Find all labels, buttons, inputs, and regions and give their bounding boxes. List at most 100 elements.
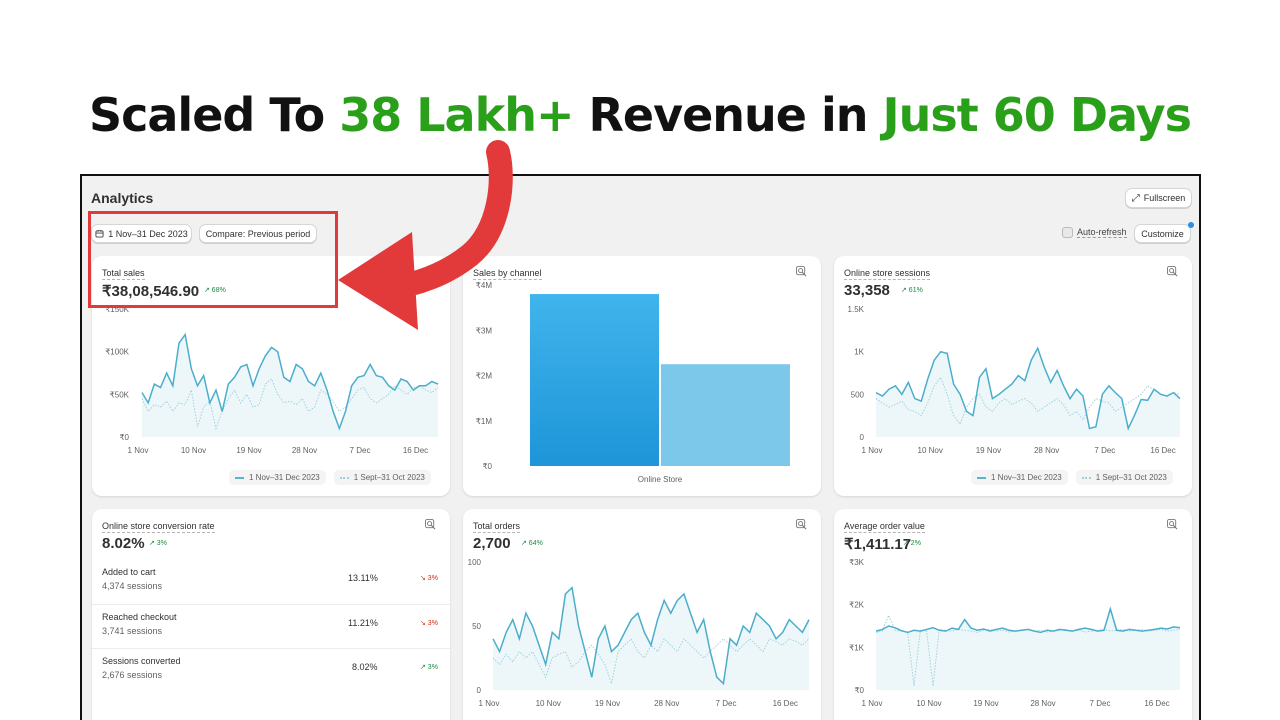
total-sales-title: Total sales — [102, 268, 145, 280]
x-tick-label: 28 Nov — [1030, 699, 1055, 708]
legend-dotted-swatch — [339, 476, 349, 479]
y-tick-label: ₹4M — [476, 281, 493, 290]
analytics-window: Analytics ⤢ Fullscreen 1 Nov–31 Dec 2023… — [80, 174, 1201, 720]
customize-button[interactable]: Customize — [1134, 224, 1191, 243]
date-range-button[interactable]: 1 Nov–31 Dec 2023 — [91, 224, 192, 243]
conversion-card[interactable]: Online store conversion rate 8.02% ↗ 3% … — [92, 509, 450, 720]
series-line-previous — [875, 376, 1181, 426]
y-tick-label: ₹1K — [849, 643, 865, 652]
funnel-delta: ↘ 3% — [420, 620, 438, 627]
sessions-title: Online store sessions — [844, 268, 931, 280]
total-orders-title: Total orders — [473, 521, 521, 533]
x-tick-label: 16 Dec — [1150, 446, 1175, 455]
sessions-delta: ↗ 61% — [901, 287, 923, 294]
x-tick-label: 10 Nov — [181, 446, 206, 455]
legend-current-label: 1 Nov–31 Dec 2023 — [991, 473, 1062, 482]
explore-icon[interactable] — [796, 519, 807, 530]
x-tick-label: 28 Nov — [654, 699, 679, 708]
series-area — [142, 334, 438, 437]
x-tick-label: 1 Nov — [128, 446, 149, 455]
explore-icon[interactable] — [425, 519, 436, 530]
funnel-delta: ↘ 3% — [420, 575, 438, 582]
series-area — [876, 348, 1180, 437]
customize-label: Customize — [1141, 228, 1184, 239]
legend-solid-swatch — [977, 476, 986, 479]
series-area — [493, 587, 809, 690]
legend-previous: 1 Sept–31 Oct 2023 — [333, 470, 431, 485]
series-line-previous — [492, 637, 810, 686]
x-category-label: Online Store — [638, 475, 683, 484]
series-line-current — [492, 586, 810, 686]
total-orders-delta: ↗ 64% — [521, 540, 543, 547]
total-sales-delta: ↗ 68% — [204, 287, 226, 294]
explore-icon[interactable] — [1167, 266, 1178, 277]
auto-refresh-label: Auto-refresh — [1077, 227, 1127, 238]
series-line-previous — [875, 614, 1181, 686]
funnel-row-reached-checkout: Reached checkout 3,741 sessions 11.21% ↘… — [92, 604, 450, 648]
explore-icon[interactable] — [796, 266, 807, 277]
x-tick-label: 10 Nov — [916, 699, 941, 708]
aov-card[interactable]: Average order value ₹1,411.17 ↗ 2% ₹3K ₹2… — [834, 509, 1192, 720]
series-line-current — [875, 346, 1181, 431]
series-line-current — [875, 606, 1181, 634]
auto-refresh-toggle[interactable]: Auto-refresh — [1062, 227, 1127, 238]
sessions-card[interactable]: Online store sessions 33,358 ↗ 61% 1.5K 1… — [834, 256, 1192, 496]
series-area — [876, 608, 1180, 690]
sales-by-channel-card[interactable]: Sales by channel ₹4M ₹3M ₹2M ₹1M ₹0 Online St… — [463, 256, 821, 496]
funnel-sessions: 4,374 sessions — [102, 581, 163, 591]
notification-dot — [1188, 222, 1194, 228]
headline-highlight-2: Just 60 Days — [882, 88, 1192, 142]
series-line-current — [141, 332, 439, 431]
x-tick-label: 19 Nov — [595, 699, 620, 708]
date-range-label: 1 Nov–31 Dec 2023 — [108, 228, 188, 239]
y-tick-label: 50 — [472, 622, 481, 631]
compare-label: Compare: Previous period — [205, 228, 311, 239]
funnel-sessions: 2,676 sessions — [102, 670, 163, 680]
y-tick-label: ₹50K — [110, 390, 130, 399]
aov-value: ₹1,411.17 — [844, 536, 912, 553]
total-orders-chart: 100 50 0 1 Nov 10 Nov 19 Nov 28 Nov 7 Dec 16 Dec… — [468, 558, 810, 708]
legend-dotted-swatch — [1081, 476, 1091, 479]
funnel-label: Added to cart — [102, 567, 156, 577]
y-tick-label: 0 — [477, 686, 482, 695]
x-tick-label: 19 Nov — [973, 699, 998, 708]
conversion-title: Online store conversion rate — [102, 521, 215, 533]
x-tick-label: 1 Nov — [862, 446, 883, 455]
bar-previous[interactable] — [661, 364, 790, 466]
y-tick-label: 500 — [851, 390, 865, 399]
explore-icon[interactable] — [1167, 519, 1178, 530]
aov-title: Average order value — [844, 521, 925, 533]
auto-refresh-checkbox[interactable] — [1062, 227, 1073, 238]
total-sales-card[interactable]: Total sales ₹38,08,546.90 ↗ 68% ₹150K ₹10… — [92, 256, 450, 496]
y-tick-label: ₹0 — [482, 462, 492, 471]
funnel-sessions: 3,741 sessions — [102, 626, 163, 636]
total-orders-value: 2,700 — [473, 535, 511, 552]
funnel-delta: ↗ 3% — [420, 664, 438, 671]
x-tick-label: 7 Dec — [716, 699, 737, 708]
x-tick-label: 1 Nov — [862, 699, 883, 708]
y-tick-label: ₹1M — [476, 417, 493, 426]
x-tick-label: 7 Dec — [350, 446, 371, 455]
y-tick-label: 1.5K — [848, 305, 865, 314]
y-tick-label: ₹100K — [105, 348, 129, 357]
compare-button[interactable]: Compare: Previous period — [199, 224, 317, 243]
aov-chart: ₹3K ₹2K ₹1K ₹0 1 Nov 10 Nov 19 Nov 28 Nov 7 Dec 1… — [849, 558, 1181, 708]
expand-icon: ⤢ — [1131, 192, 1140, 204]
legend-current-label: 1 Nov–31 Dec 2023 — [249, 473, 320, 482]
y-tick-label: ₹2K — [849, 601, 865, 610]
sessions-value: 33,358 — [844, 282, 890, 299]
x-tick-label: 28 Nov — [292, 446, 317, 455]
y-tick-label: 100 — [468, 558, 482, 567]
y-tick-label: ₹0 — [119, 433, 129, 442]
y-tick-label: ₹3K — [849, 558, 865, 567]
x-tick-label: 16 Dec — [403, 446, 428, 455]
x-tick-label: 1 Nov — [479, 699, 500, 708]
total-orders-card[interactable]: Total orders 2,700 ↗ 64% 100 50 0 1 Nov 10 N… — [463, 509, 821, 720]
fullscreen-button[interactable]: ⤢ Fullscreen — [1125, 188, 1192, 208]
series-line-previous — [141, 378, 439, 431]
sessions-legend: 1 Nov–31 Dec 2023 1 Sept–31 Oct 2023 — [971, 470, 1173, 485]
x-tick-label: 10 Nov — [918, 446, 943, 455]
legend-previous: 1 Sept–31 Oct 2023 — [1075, 470, 1173, 485]
bar-current[interactable] — [530, 294, 659, 466]
funnel-percent: 13.11% — [348, 573, 378, 583]
